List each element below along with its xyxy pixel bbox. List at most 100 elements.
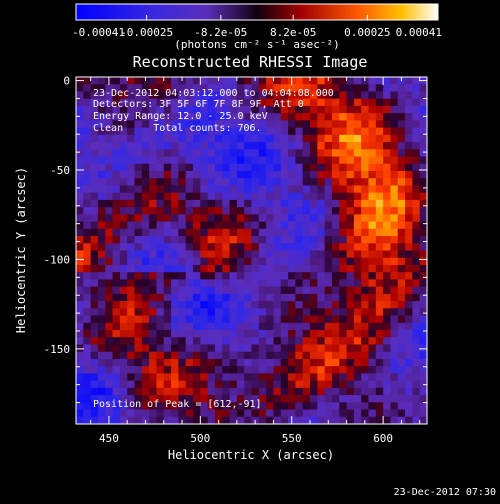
heatmap-cell: [76, 120, 84, 129]
heatmap-cell: [273, 387, 282, 396]
heatmap-cell: [295, 142, 304, 150]
heatmap-cell: [236, 120, 245, 129]
heatmap-cell: [207, 163, 216, 172]
heatmap-cell: [258, 192, 267, 201]
heatmap-cell: [149, 308, 157, 317]
heatmap-cell: [178, 170, 187, 179]
heatmap-cell: [368, 149, 377, 158]
heatmap-cell: [405, 301, 413, 309]
heatmap-cell: [324, 84, 333, 92]
heatmap-cell: [361, 380, 369, 389]
heatmap-cell: [412, 192, 421, 201]
heatmap-cell: [76, 402, 84, 411]
heatmap-cell: [127, 387, 135, 396]
heatmap-cell: [207, 185, 216, 194]
heatmap-cell: [390, 416, 399, 424]
heatmap-cell: [127, 380, 135, 389]
heatmap-cell: [171, 228, 179, 237]
heatmap-cell: [361, 199, 369, 208]
heatmap-cell: [163, 380, 172, 389]
heatmap-cell: [127, 373, 135, 382]
heatmap-cell: [127, 134, 135, 143]
heatmap-cell: [156, 192, 165, 201]
heatmap-cell: [339, 120, 348, 129]
heatmap-cell: [390, 142, 399, 150]
heatmap-cell: [295, 272, 304, 280]
heatmap-cell: [288, 228, 296, 237]
heatmap-cell: [288, 286, 296, 295]
heatmap-cell: [193, 228, 201, 237]
heatmap-cell: [178, 214, 187, 223]
heatmap-cell: [353, 127, 362, 136]
heatmap-cell: [229, 84, 238, 92]
heatmap-cell: [112, 395, 121, 403]
heatmap-cell: [405, 395, 413, 403]
heatmap-cell: [156, 272, 165, 280]
heatmap-cell: [141, 344, 150, 353]
heatmap-cell: [134, 185, 143, 194]
heatmap-cell: [251, 178, 260, 186]
heatmap-cell: [105, 315, 114, 324]
heatmap-cell: [207, 264, 216, 273]
heatmap-cell: [207, 207, 216, 215]
heatmap-cell: [119, 236, 128, 244]
heatmap-cell: [193, 105, 201, 114]
heatmap-cell: [141, 366, 150, 374]
heatmap-cell: [222, 105, 231, 114]
heatmap-cell: [171, 105, 179, 114]
heatmap-cell: [134, 286, 143, 295]
heatmap-cell: [310, 84, 318, 92]
heatmap-cell: [339, 387, 348, 396]
heatmap-cell: [156, 380, 165, 389]
heatmap-cell: [258, 301, 267, 309]
heatmap-cell: [273, 272, 282, 280]
heatmap-cell: [236, 402, 245, 411]
heatmap-cell: [112, 207, 121, 215]
heatmap-cell: [266, 301, 274, 309]
heatmap-cell: [383, 170, 391, 179]
heatmap-cell: [419, 279, 427, 288]
heatmap-cell: [412, 279, 421, 288]
heatmap-cell: [397, 185, 406, 194]
heatmap-cell: [193, 409, 201, 418]
heatmap-cell: [390, 236, 399, 244]
y-tick-label: 0: [63, 75, 70, 88]
heatmap-cell: [266, 344, 274, 353]
heatmap-cell: [244, 387, 252, 396]
heatmap-cell: [412, 402, 421, 411]
heatmap-cell: [214, 286, 223, 295]
heatmap-cell: [83, 272, 92, 280]
heatmap-cell: [222, 315, 231, 324]
heatmap-cell: [317, 416, 326, 424]
heatmap-cell: [83, 192, 92, 201]
heatmap-cell: [375, 322, 384, 331]
heatmap-cell: [310, 221, 318, 230]
heatmap-cell: [288, 301, 296, 309]
heatmap-cell: [353, 322, 362, 331]
heatmap-cell: [273, 257, 282, 266]
heatmap-cell: [244, 163, 252, 172]
heatmap-cell: [375, 257, 384, 266]
heatmap-cell: [295, 207, 304, 215]
heatmap-cell: [368, 77, 377, 85]
heatmap-cell: [127, 178, 135, 186]
heatmap-cell: [127, 395, 135, 403]
heatmap-cell: [324, 395, 333, 403]
heatmap-cell: [236, 113, 245, 121]
heatmap-cell: [141, 221, 150, 230]
heatmap-cell: [310, 351, 318, 360]
heatmap-cell: [405, 409, 413, 418]
heatmap-cell: [83, 199, 92, 208]
heatmap-cell: [317, 91, 326, 100]
heatmap-cell: [383, 272, 391, 280]
heatmap-cell: [258, 409, 267, 418]
heatmap-cell: [83, 170, 92, 179]
heatmap-cell: [368, 228, 377, 237]
heatmap-cell: [331, 402, 340, 411]
heatmap-cell: [258, 351, 267, 360]
heatmap-cell: [331, 243, 340, 251]
heatmap-cell: [280, 279, 289, 288]
heatmap-cell: [383, 250, 391, 259]
heatmap-cell: [273, 178, 282, 186]
heatmap-cell: [383, 77, 391, 85]
